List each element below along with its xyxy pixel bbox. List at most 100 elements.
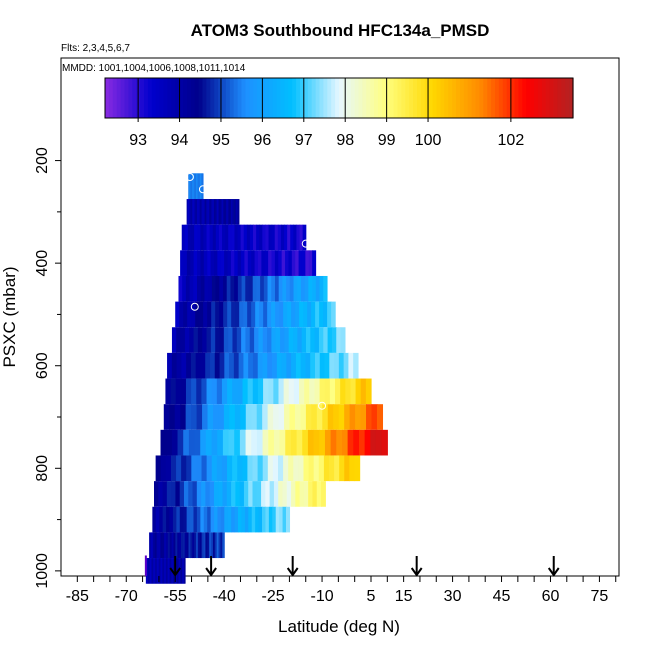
heatmap-cell <box>255 506 260 533</box>
heatmap-cell <box>188 429 196 456</box>
heatmap-cell <box>218 481 224 507</box>
heatmap-cell <box>165 558 167 584</box>
heatmap-cell <box>192 532 195 559</box>
heatmap-cell <box>155 506 160 533</box>
heatmap-cell <box>191 404 198 430</box>
heatmap-cell <box>293 455 299 482</box>
colorbar-cell <box>498 78 504 118</box>
heatmap-cell <box>251 429 258 456</box>
heatmap-cell <box>214 199 216 225</box>
heatmap-cell <box>214 532 218 559</box>
y-tick-label: 600 <box>34 352 51 379</box>
heatmap-cell <box>224 250 229 276</box>
heatmap-cell <box>324 429 332 456</box>
heatmap-cell <box>167 532 171 559</box>
heatmap-cell <box>186 455 192 482</box>
heatmap-cell <box>245 275 250 302</box>
x-tick-label: 75 <box>591 588 609 605</box>
heatmap-cell <box>228 199 231 225</box>
heatmap-cell <box>366 404 373 430</box>
heatmap-cell <box>239 429 247 456</box>
heatmap-cell <box>286 481 292 507</box>
heatmap-cell <box>310 327 316 353</box>
heatmap-cell <box>339 455 345 482</box>
colorbar-cell <box>155 78 161 118</box>
heatmap-cell <box>203 250 208 276</box>
heatmap-cell <box>299 481 305 507</box>
heatmap-cell <box>195 301 200 328</box>
heatmap-cell <box>312 250 317 276</box>
heatmap-cell <box>197 532 201 559</box>
colorbar-cell <box>147 78 153 118</box>
x-axis-label: Latitude (deg N) <box>278 617 400 636</box>
heatmap-cell <box>316 481 322 507</box>
heatmap-cell <box>299 301 304 328</box>
heatmap-cell <box>188 481 194 507</box>
heatmap-cell <box>154 481 159 507</box>
heatmap-cell <box>345 378 352 405</box>
heatmap-cell <box>209 224 214 251</box>
heatmap-cell <box>184 558 186 584</box>
heatmap-cell <box>189 327 195 353</box>
heatmap-cell <box>264 250 269 276</box>
heatmap-cell <box>152 558 155 584</box>
heatmap-cell <box>252 352 259 379</box>
heatmap-cell <box>239 301 244 328</box>
heatmap-cell <box>262 224 267 251</box>
heatmap-cell <box>309 378 316 405</box>
heatmap-cell <box>333 404 340 430</box>
heatmap-cell <box>327 301 332 328</box>
colorbar-tick-label: 97 <box>295 132 313 149</box>
heatmap-cell <box>285 506 291 533</box>
heatmap-cell <box>271 301 276 328</box>
colorbar-cell <box>514 78 519 118</box>
heatmap-cell <box>300 275 306 302</box>
heatmap-cell <box>334 455 340 482</box>
heatmap-cell <box>190 352 197 379</box>
heatmap-cell <box>365 378 372 405</box>
heatmap-cell <box>193 250 198 276</box>
colorbar-cell <box>327 78 332 118</box>
colorbar-cell <box>303 78 309 118</box>
x-tick-label: 45 <box>493 588 511 605</box>
heatmap-cell <box>231 224 236 251</box>
heatmap-cell <box>207 404 214 430</box>
heatmap-cell <box>221 378 228 405</box>
heatmap-cell <box>194 199 197 225</box>
heatmap-cell <box>149 532 152 559</box>
heatmap-cell <box>222 481 228 507</box>
heatmap-cell <box>226 481 232 507</box>
x-tick-label: -85 <box>66 588 89 605</box>
colorbar-cell <box>397 78 402 118</box>
heatmap-cell <box>225 199 228 225</box>
heatmap-cell <box>197 224 201 251</box>
heatmap-cell <box>340 327 346 353</box>
heatmap-cell <box>304 378 310 405</box>
heatmap-cell <box>329 352 335 379</box>
colorbar-cell <box>264 78 270 118</box>
colorbar-cell <box>132 78 137 118</box>
heatmap-cell <box>283 378 290 405</box>
heatmap-cell <box>283 301 288 328</box>
heatmap-cell <box>175 378 182 405</box>
heatmap-cell <box>197 275 202 302</box>
heatmap-cell <box>238 352 245 379</box>
heatmap-cell <box>241 506 246 533</box>
heatmap-cell <box>199 532 203 559</box>
heatmap-cell <box>327 327 333 353</box>
heatmap-cell <box>222 532 225 559</box>
heatmap-cell <box>163 558 166 584</box>
heatmap-cell <box>319 275 324 302</box>
heatmap-cell <box>225 224 229 251</box>
heatmap-cell <box>343 352 350 379</box>
heatmap-cell <box>177 532 180 559</box>
heatmap-cell <box>182 275 187 302</box>
heatmap-cell <box>162 532 165 559</box>
heatmap-cell <box>158 481 164 507</box>
heatmap-cell <box>286 275 291 302</box>
heatmap-cell <box>381 429 388 456</box>
heatmap-cell <box>189 275 194 302</box>
heatmap-cell <box>183 301 188 328</box>
heatmap-cell <box>252 378 259 405</box>
heatmap-cell <box>245 429 252 456</box>
